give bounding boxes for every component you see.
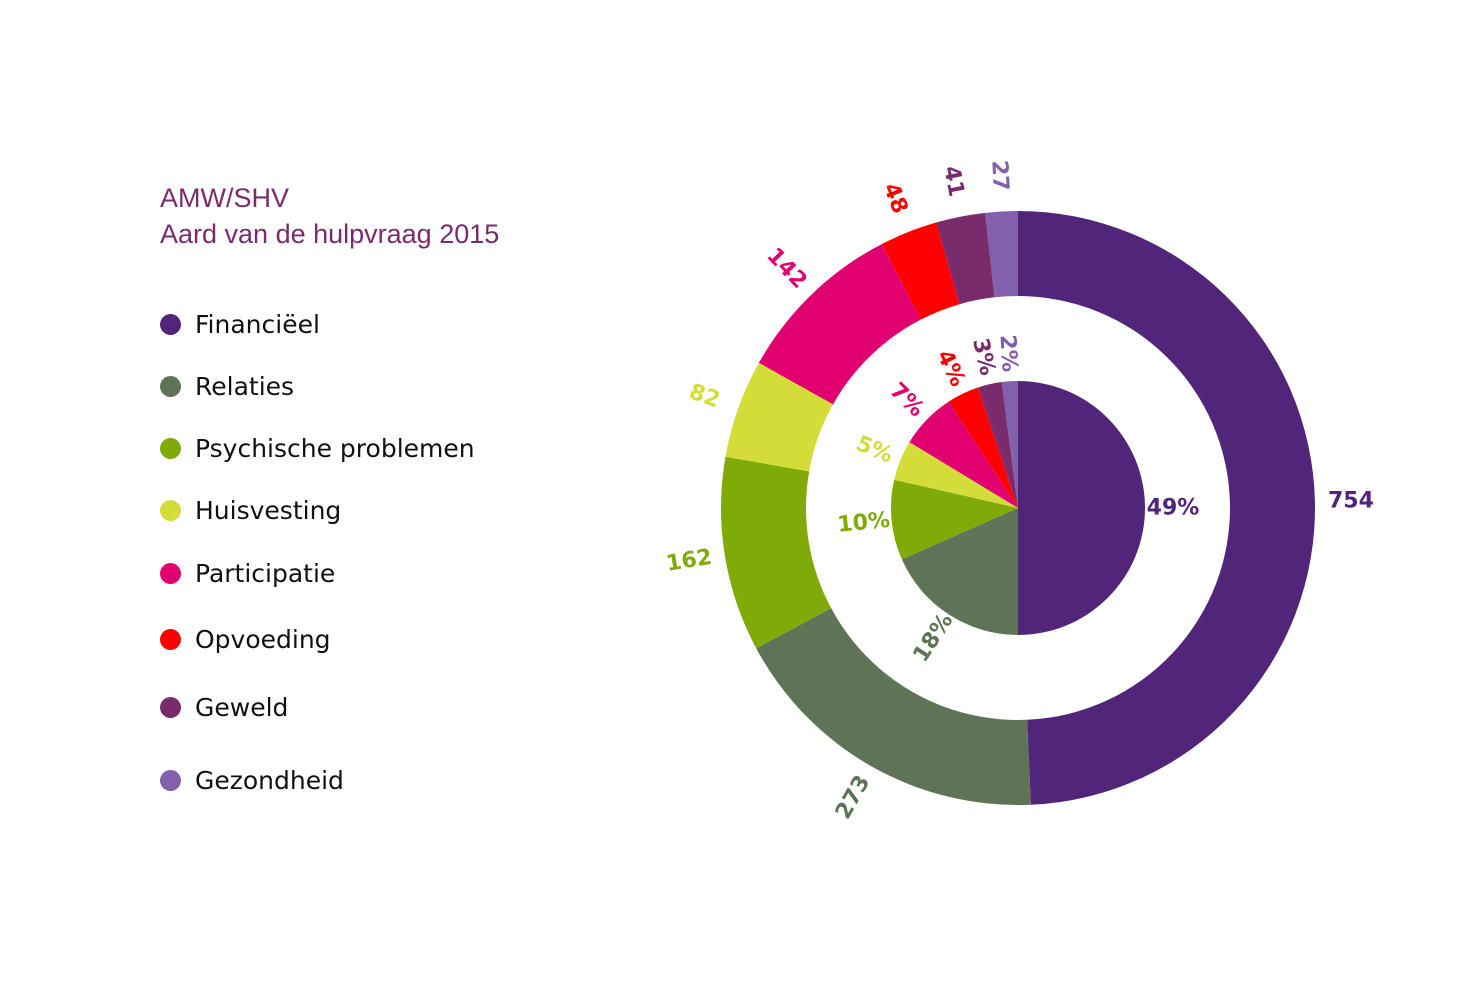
outer-ring-segment <box>756 608 1031 805</box>
outer-ring-segment <box>721 456 832 649</box>
legend-swatch <box>160 500 181 521</box>
inner-pie-slice <box>1001 381 1018 508</box>
chart-title: AMW/SHV Aard van de hulpvraag 2015 <box>160 180 499 252</box>
legend-swatch <box>160 770 181 791</box>
inner-pie-slice <box>977 382 1018 508</box>
outer-ring-segment <box>936 212 995 305</box>
inner-percent-label: 10% <box>836 508 891 538</box>
legend-label: Participatie <box>195 559 336 588</box>
outer-value-label: 142 <box>762 243 812 293</box>
inner-percent-label: 18% <box>909 609 959 667</box>
inner-percent-label: 2% <box>994 334 1021 373</box>
outer-value-label: 82 <box>686 379 723 413</box>
legend-label: Relaties <box>195 372 295 401</box>
outer-value-label: 27 <box>986 160 1013 192</box>
chart-title-line2: Aard van de hulpvraag 2015 <box>160 219 500 249</box>
inner-pie-slice <box>891 479 1018 560</box>
outer-value-label: 754 <box>1328 488 1374 513</box>
inner-percent-label: 7% <box>885 378 929 422</box>
legend-item: Gezondheid <box>160 766 344 795</box>
legend-item: Huisvesting <box>160 496 341 525</box>
legend-label: Geweld <box>195 693 289 722</box>
inner-pie-slice <box>894 442 1018 508</box>
outer-ring-segment <box>881 222 960 320</box>
outer-ring-segment <box>985 211 1018 298</box>
outer-value-label: 48 <box>878 180 913 218</box>
inner-percent-label: 4% <box>931 346 970 391</box>
inner-pie-slice <box>901 508 1018 635</box>
legend-item: Opvoeding <box>160 625 331 654</box>
chart-title-line1: AMW/SHV <box>160 183 290 213</box>
legend-label: Psychische problemen <box>195 434 475 463</box>
inner-pie-slice <box>909 401 1018 508</box>
legend-item: Psychische problemen <box>160 434 475 463</box>
inner-percent-label: 5% <box>852 431 896 468</box>
legend-swatch <box>160 376 181 397</box>
legend-item: Geweld <box>160 693 288 722</box>
legend-swatch <box>160 438 181 459</box>
legend-item: Financiëel <box>160 310 320 339</box>
outer-ring-segment <box>758 244 921 405</box>
legend-swatch <box>160 629 181 650</box>
outer-ring-segment <box>1018 211 1315 805</box>
legend-swatch <box>160 563 181 584</box>
inner-pie-slice <box>948 387 1018 508</box>
outer-value-label: 273 <box>831 771 875 823</box>
legend-item: Relaties <box>160 372 294 401</box>
legend-swatch <box>160 697 181 718</box>
outer-value-label: 41 <box>938 164 968 199</box>
legend-swatch <box>160 314 181 335</box>
legend-label: Gezondheid <box>195 766 344 795</box>
legend-label: Opvoeding <box>195 625 331 654</box>
inner-percent-label: 49% <box>1147 496 1200 521</box>
outer-value-label: 162 <box>665 545 714 577</box>
legend-label: Financiëel <box>195 310 320 339</box>
outer-ring-segment <box>725 362 834 472</box>
inner-pie-slice <box>1018 381 1145 635</box>
legend-label: Huisvesting <box>195 496 342 525</box>
legend-item: Participatie <box>160 559 335 588</box>
